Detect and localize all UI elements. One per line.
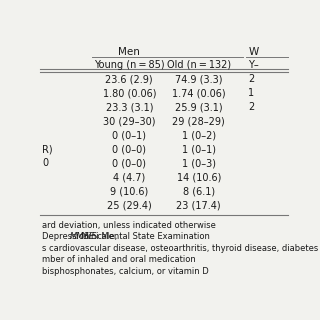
Text: 2: 2 bbox=[248, 102, 255, 112]
Text: 1.74 (0.06): 1.74 (0.06) bbox=[172, 88, 226, 98]
Text: W: W bbox=[248, 47, 259, 57]
Text: 23 (17.4): 23 (17.4) bbox=[176, 201, 221, 211]
Text: 8 (6.1): 8 (6.1) bbox=[183, 187, 215, 196]
Text: 29 (28–29): 29 (28–29) bbox=[172, 116, 225, 126]
Text: 14 (10.6): 14 (10.6) bbox=[177, 172, 221, 182]
Text: 0: 0 bbox=[43, 158, 49, 168]
Text: 2: 2 bbox=[248, 74, 255, 84]
Text: : Mini Mental State Examination: : Mini Mental State Examination bbox=[76, 232, 210, 241]
Text: 25.9 (3.1): 25.9 (3.1) bbox=[175, 102, 222, 112]
Text: 30 (29–30): 30 (29–30) bbox=[103, 116, 156, 126]
Text: Old (n = 132): Old (n = 132) bbox=[167, 60, 231, 70]
Text: 23.3 (3.1): 23.3 (3.1) bbox=[106, 102, 153, 112]
Text: 25 (29.4): 25 (29.4) bbox=[107, 201, 152, 211]
Text: s cardiovascular disease, osteoarthritis, thyroid disease, diabetes mel: s cardiovascular disease, osteoarthritis… bbox=[43, 244, 320, 253]
Text: 0 (0–0): 0 (0–0) bbox=[112, 144, 146, 154]
Text: 0 (0–1): 0 (0–1) bbox=[112, 130, 146, 140]
Text: Y–: Y– bbox=[248, 60, 259, 70]
Text: Depression Scale,: Depression Scale, bbox=[43, 232, 120, 241]
Text: 1 (0–3): 1 (0–3) bbox=[182, 158, 216, 168]
Text: mber of inhaled and oral medication: mber of inhaled and oral medication bbox=[43, 255, 196, 264]
Text: 74.9 (3.3): 74.9 (3.3) bbox=[175, 74, 222, 84]
Text: MMSE: MMSE bbox=[70, 232, 95, 241]
Text: 9 (10.6): 9 (10.6) bbox=[110, 187, 148, 196]
Text: 1 (0–2): 1 (0–2) bbox=[182, 130, 216, 140]
Text: Men: Men bbox=[118, 47, 140, 57]
Text: 1: 1 bbox=[248, 88, 254, 98]
Text: Young (n = 85): Young (n = 85) bbox=[94, 60, 164, 70]
Text: 0 (0–0): 0 (0–0) bbox=[112, 158, 146, 168]
Text: 1.80 (0.06): 1.80 (0.06) bbox=[102, 88, 156, 98]
Text: 1 (0–1): 1 (0–1) bbox=[182, 144, 216, 154]
Text: 4 (4.7): 4 (4.7) bbox=[113, 172, 145, 182]
Text: R): R) bbox=[43, 144, 53, 154]
Text: ard deviation, unless indicated otherwise: ard deviation, unless indicated otherwis… bbox=[43, 221, 216, 230]
Text: 23.6 (2.9): 23.6 (2.9) bbox=[106, 74, 153, 84]
Text: bisphosphonates, calcium, or vitamin D: bisphosphonates, calcium, or vitamin D bbox=[43, 267, 209, 276]
